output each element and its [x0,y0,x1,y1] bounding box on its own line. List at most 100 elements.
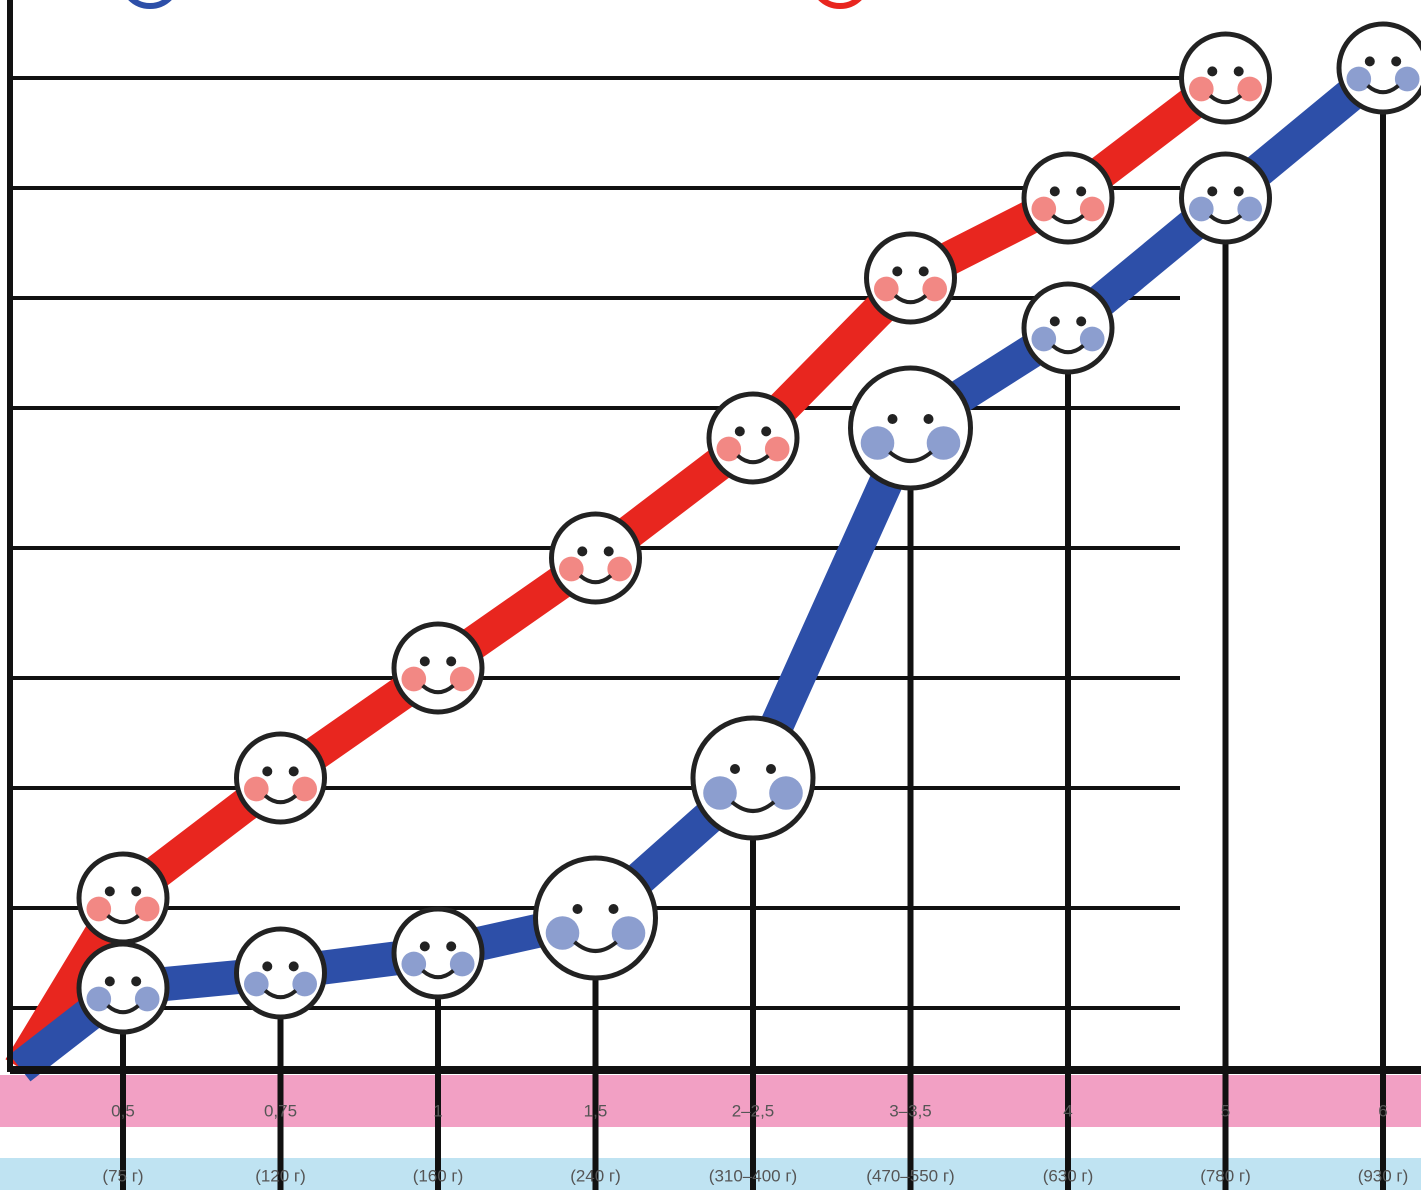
dose-strip [0,1075,1421,1127]
face-mouth [1051,214,1085,225]
face-cheek [401,951,427,977]
series-band [9,54,1394,1082]
face-cheek [873,276,899,302]
face-cheek [1079,326,1105,352]
face-mouth [1208,214,1243,225]
x-tick-note: (470–550 г) [866,1166,954,1185]
face-mouth [893,294,928,305]
face-cheek [243,776,269,802]
face-cheek [1031,196,1057,222]
face-mouth [730,800,776,813]
face-eye [923,414,934,424]
legend-marker [818,0,862,9]
face-marker [706,391,800,485]
face-cheek [1237,76,1263,102]
face-mouth [421,684,455,695]
face-eye [577,546,588,557]
x-tick-note: (630 г) [1043,1166,1094,1185]
x-tick-label: 6 [1378,1101,1387,1120]
face-cheek [922,276,948,302]
face-cheek [134,896,160,922]
legend-marker [128,0,172,9]
face-cheek [1031,326,1057,352]
face-cheek [769,776,803,810]
face-mouth [263,794,298,805]
face-eye [446,941,457,952]
face-marker [848,365,973,491]
face-eye [730,764,740,774]
face-marker [549,511,642,605]
face-mouth [578,574,613,585]
face-eye [603,546,614,557]
face-eye [892,266,903,277]
face-marker [76,941,170,1035]
face-marker [1179,151,1272,245]
face-marker [391,906,485,1000]
x-tick-label: 0,75 [264,1101,297,1120]
face-cheek [703,776,737,810]
face-cheek [1237,196,1263,222]
face-eye [608,904,619,914]
x-tick-note: (310–400 г) [709,1166,797,1185]
face-eye [766,764,776,774]
x-tick-label: 4 [1063,1101,1072,1120]
x-tick-label: 0,5 [111,1101,135,1120]
face-marker [1021,151,1115,245]
face-eye [761,426,772,437]
face-cheek [292,776,318,802]
face-cheek [1079,196,1105,222]
face-eye [131,976,142,987]
face-eye [572,904,583,914]
face-mouth [263,989,298,1000]
face-mouth [888,450,933,463]
face-eye [1076,186,1087,197]
face-cheek [1394,66,1420,92]
face-eye [887,414,898,424]
x-tick-label: 5 [1221,1101,1230,1120]
face-cheek [86,986,112,1012]
face-eye [1076,316,1087,327]
face-cheek [764,436,790,462]
face-cheek [1188,76,1214,102]
face-cheek [860,426,895,460]
face-mouth [736,454,770,465]
x-tick-note: (930 г) [1358,1166,1409,1185]
x-tick-label: 3–3,5 [889,1101,932,1120]
face-cheek [449,951,475,977]
face-marker [76,851,170,945]
face-cheek [607,556,633,582]
face-eye [1049,186,1060,197]
face-mouth [1366,84,1400,95]
face-eye [1364,56,1375,67]
x-tick-label: 1 [433,1101,442,1120]
face-mouth [1051,344,1085,355]
face-marker [1179,31,1272,125]
face-marker [391,621,485,715]
x-tick-note: (75 г) [102,1166,143,1185]
x-tick-label: 2–2,5 [732,1101,775,1120]
face-cheek [926,426,961,460]
face-eye [918,266,929,277]
face-eye [262,766,273,777]
face-mouth [573,940,618,953]
face-cheek [545,916,580,950]
x-tick-note: (240 г) [570,1166,621,1185]
face-eye [446,656,457,667]
face-cheek [401,666,427,692]
face-eye [1207,186,1218,197]
face-cheek [134,986,160,1012]
x-tick-label: 1,5 [584,1101,608,1120]
face-eye [419,941,430,952]
face-eye [1207,66,1218,77]
face-eye [131,886,142,897]
face-marker [864,231,957,325]
weight-strip [0,1158,1421,1190]
face-eye [1233,66,1244,77]
face-eye [734,426,745,437]
face-cheek [1188,196,1214,222]
face-eye [1049,316,1060,327]
face-cheek [558,556,584,582]
face-cheek [292,971,318,997]
face-marker [1021,281,1115,375]
